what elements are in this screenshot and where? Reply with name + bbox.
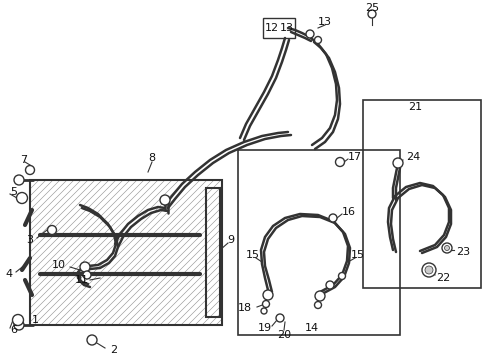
Circle shape: [13, 315, 24, 325]
Text: 11: 11: [75, 275, 89, 285]
Text: 23: 23: [456, 247, 470, 257]
Circle shape: [14, 175, 24, 185]
Circle shape: [80, 262, 90, 272]
Text: 21: 21: [408, 102, 422, 112]
Circle shape: [17, 193, 27, 203]
Circle shape: [425, 266, 433, 274]
Circle shape: [276, 314, 284, 322]
Circle shape: [261, 308, 267, 314]
Circle shape: [263, 301, 270, 307]
Circle shape: [263, 290, 273, 300]
Text: 7: 7: [20, 155, 27, 165]
Text: 1: 1: [31, 315, 39, 325]
Circle shape: [306, 30, 314, 38]
Bar: [263, 18, 295, 38]
Circle shape: [315, 302, 321, 309]
Text: 15: 15: [246, 250, 260, 260]
Bar: [363, 100, 481, 288]
Circle shape: [326, 281, 334, 289]
Text: 4: 4: [6, 269, 13, 279]
Text: 19: 19: [258, 323, 272, 333]
Text: 12: 12: [265, 23, 279, 33]
Text: 22: 22: [436, 273, 450, 283]
Circle shape: [339, 273, 345, 279]
Circle shape: [442, 243, 452, 253]
Circle shape: [393, 158, 403, 168]
Circle shape: [315, 36, 321, 44]
Circle shape: [336, 158, 344, 166]
Text: 14: 14: [305, 323, 319, 333]
Bar: [206, 188, 220, 317]
Text: 5: 5: [10, 187, 17, 197]
Text: 3: 3: [26, 235, 33, 245]
Text: 10: 10: [52, 260, 66, 270]
Circle shape: [329, 214, 337, 222]
Text: 18: 18: [238, 303, 252, 313]
Bar: [30, 180, 222, 325]
Circle shape: [87, 335, 97, 345]
Circle shape: [368, 10, 376, 18]
Circle shape: [83, 271, 91, 279]
Circle shape: [444, 246, 449, 251]
Text: 17: 17: [348, 152, 362, 162]
Text: 13: 13: [318, 17, 332, 27]
Text: 8: 8: [148, 153, 155, 163]
Circle shape: [422, 263, 436, 277]
Bar: [238, 150, 400, 335]
Text: 9: 9: [227, 235, 235, 245]
Circle shape: [14, 320, 24, 330]
Text: 16: 16: [342, 207, 356, 217]
Circle shape: [160, 195, 170, 205]
Text: 2: 2: [110, 345, 117, 355]
Circle shape: [315, 291, 325, 301]
Text: 6: 6: [10, 325, 17, 335]
Text: 15: 15: [351, 250, 365, 260]
Text: 20: 20: [277, 330, 291, 340]
Text: 25: 25: [365, 3, 379, 13]
Text: 13: 13: [280, 23, 294, 33]
Circle shape: [25, 166, 34, 175]
Text: 24: 24: [406, 152, 420, 162]
Circle shape: [48, 225, 56, 234]
